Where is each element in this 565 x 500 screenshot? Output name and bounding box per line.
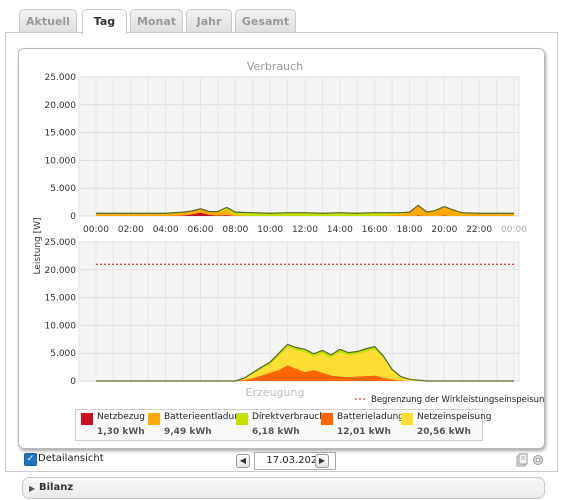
detail-checkbox[interactable]: ✓ xyxy=(24,453,37,466)
x-tick-label: 14:00 xyxy=(327,225,353,235)
tab-tag[interactable]: Tag xyxy=(82,9,127,34)
x-tick-label: 20:00 xyxy=(431,225,457,235)
area-direktverbrauch xyxy=(96,344,514,381)
chevron-left-icon: ◀ xyxy=(239,456,247,465)
legend-box: Netzbezug 1,30 kWh Batterieentladung 9,4… xyxy=(75,409,492,441)
legend-value: 12,01 kWh xyxy=(337,427,391,437)
plot-area-verbrauch xyxy=(78,76,520,217)
y-tick-label: 15.000 xyxy=(45,294,77,304)
x-tick-label: 06:00 xyxy=(188,225,214,235)
area-batterieladung xyxy=(96,365,514,381)
y-tick-label: 15.000 xyxy=(45,129,77,139)
y-tick-label: 5.000 xyxy=(50,184,76,194)
area-netzeinspeisung xyxy=(96,347,514,381)
tab-jahr[interactable]: Jahr xyxy=(186,9,232,33)
x-tick-label: 16:00 xyxy=(362,225,388,235)
legend-swatch-batterieentladung xyxy=(148,413,160,425)
y-tick-label: 0 xyxy=(70,377,76,387)
chevron-right-icon: ▶ xyxy=(318,456,326,465)
x-tick-label: 18:00 xyxy=(397,225,423,235)
settings-icon[interactable] xyxy=(532,452,544,466)
bottom-bar: ✓ Detailansicht ◀ 17.03.2022 ▶ xyxy=(24,452,554,470)
charts-svg: Verbrauch Leistung [W] Erzeugung 0 5.000 1… xyxy=(33,60,544,405)
legend-swatch-netzbezug xyxy=(81,413,93,425)
chart-title-erzeugung: Erzeugung xyxy=(246,386,305,399)
legend-label: Direktverbrauch xyxy=(252,412,326,422)
y-tick-label: 25.000 xyxy=(45,73,77,83)
y-axis-label: Leistung [W] xyxy=(33,217,43,274)
total-outline xyxy=(96,204,514,214)
area-direktverbrauch xyxy=(96,205,514,216)
x-tick-label: 22:00 xyxy=(466,225,492,235)
legend-swatch-direktverbrauch xyxy=(236,413,248,425)
y-tick-label: 10.000 xyxy=(45,321,77,331)
y-tick-label: 25.000 xyxy=(45,238,77,248)
tab-aktuell[interactable]: Aktuell xyxy=(19,9,77,33)
bilanz-section-header[interactable]: ▶ Bilanz xyxy=(22,477,545,499)
x-tick-label: 08:00 xyxy=(222,225,248,235)
legend-value: 6,18 kWh xyxy=(252,427,300,437)
y-tick-label: 5.000 xyxy=(50,349,76,359)
detail-checkbox-label[interactable]: Detailansicht xyxy=(38,453,104,464)
legend-swatch-batterieladung xyxy=(321,413,333,425)
limit-legend-label: Begrenzung der Wirkleistungseinspeisung xyxy=(371,395,544,405)
legend-swatch-netzeinspeisung xyxy=(401,413,413,425)
x-tick-label: 00:00 xyxy=(501,225,527,235)
chevron-right-icon: ▶ xyxy=(29,484,36,493)
y-tick-label: 20.000 xyxy=(45,266,77,276)
legend-value: 9,49 kWh xyxy=(164,427,212,437)
legend-label: Batterieentladung xyxy=(164,412,246,422)
x-tick-label: 10:00 xyxy=(257,225,283,235)
export-icon[interactable] xyxy=(516,452,528,467)
area-batterieentladung xyxy=(96,205,514,216)
x-tick-label: 04:00 xyxy=(153,225,179,235)
tab-monat[interactable]: Monat xyxy=(130,9,183,33)
x-tick-label: 00:00 xyxy=(83,225,109,235)
area-netzbezug xyxy=(96,212,514,216)
prev-day-button[interactable]: ◀ xyxy=(236,454,250,468)
legend-value: 20,56 kWh xyxy=(417,427,471,437)
x-tick-label: 12:00 xyxy=(292,225,318,235)
legend-value: 1,30 kWh xyxy=(97,427,145,437)
bilanz-label: Bilanz xyxy=(39,482,74,493)
chart-panel: Verbrauch Leistung [W] Erzeugung 0 5.000 1… xyxy=(18,48,545,449)
legend-label: Netzbezug xyxy=(97,412,145,422)
legend-label: Batterieladung xyxy=(337,412,404,422)
tab-gesamt[interactable]: Gesamt xyxy=(235,9,296,33)
legend-label: Netzeinspeisung xyxy=(417,412,492,422)
y-tick-label: 0 xyxy=(70,212,76,222)
total-outline xyxy=(96,343,514,382)
x-tick-label: 02:00 xyxy=(118,225,144,235)
chart-title-verbrauch: Verbrauch xyxy=(247,60,303,73)
next-day-button[interactable]: ▶ xyxy=(315,454,329,468)
y-tick-label: 20.000 xyxy=(45,101,77,111)
y-tick-label: 10.000 xyxy=(45,156,77,166)
